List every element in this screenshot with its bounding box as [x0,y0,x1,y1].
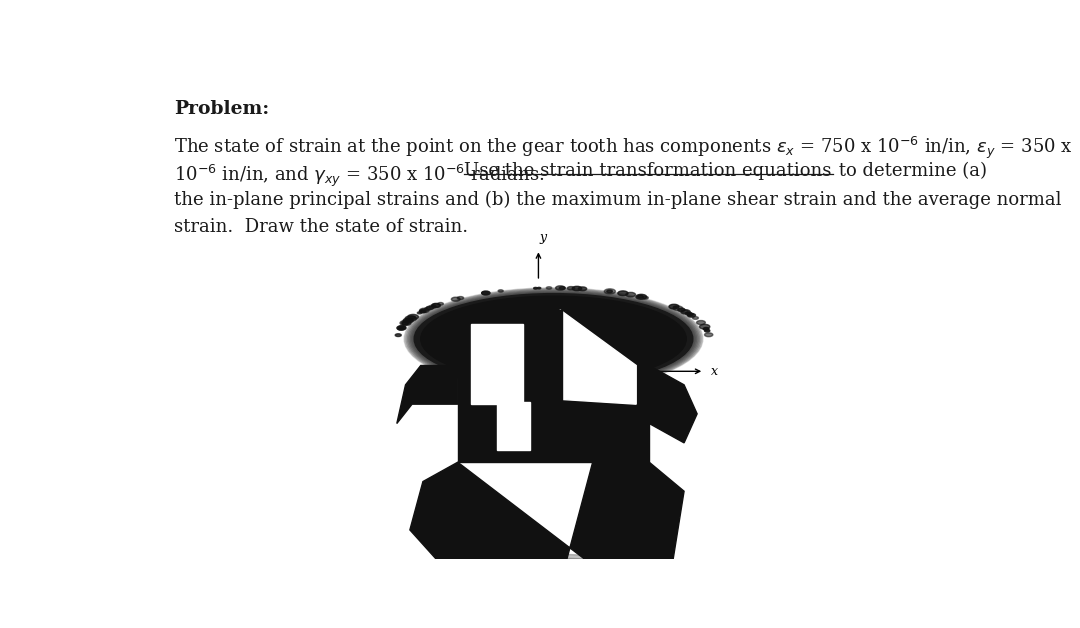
Ellipse shape [650,298,661,303]
Ellipse shape [672,305,681,310]
Ellipse shape [531,286,539,290]
Ellipse shape [394,336,401,339]
Ellipse shape [645,297,649,300]
Ellipse shape [408,290,699,387]
Ellipse shape [662,302,667,305]
Ellipse shape [410,316,416,318]
Bar [458,365,649,462]
Ellipse shape [440,301,446,305]
Ellipse shape [394,336,402,340]
Ellipse shape [442,302,446,303]
Text: The state of strain at the point on the gear tooth has components $\varepsilon_x: The state of strain at the point on the … [174,134,1072,161]
Ellipse shape [421,310,426,312]
Ellipse shape [689,314,697,318]
Ellipse shape [397,327,405,330]
Ellipse shape [652,299,663,303]
Ellipse shape [672,306,676,308]
Ellipse shape [639,295,650,300]
Ellipse shape [421,562,652,581]
Ellipse shape [555,286,566,291]
Ellipse shape [703,332,715,338]
Text: to determine (a): to determine (a) [833,163,987,180]
Ellipse shape [666,303,672,306]
Polygon shape [561,310,636,404]
Ellipse shape [525,288,528,290]
Ellipse shape [407,290,700,388]
Bar [471,325,523,404]
Ellipse shape [704,331,711,333]
Text: x: x [711,365,718,378]
Ellipse shape [704,329,710,332]
Ellipse shape [469,294,475,297]
Ellipse shape [502,290,507,291]
Ellipse shape [467,294,474,298]
Ellipse shape [424,558,649,577]
Ellipse shape [402,324,406,326]
Ellipse shape [494,289,503,293]
Polygon shape [410,462,684,568]
Ellipse shape [627,293,633,296]
Ellipse shape [578,286,588,291]
Ellipse shape [704,330,712,333]
Ellipse shape [428,554,646,573]
Ellipse shape [411,292,696,386]
Bar [497,402,529,450]
Ellipse shape [397,328,404,331]
Ellipse shape [397,332,401,333]
Ellipse shape [565,286,572,290]
Ellipse shape [585,288,593,291]
Ellipse shape [647,297,654,301]
Ellipse shape [659,301,665,304]
Ellipse shape [394,330,404,335]
Text: strain.  Draw the state of strain.: strain. Draw the state of strain. [174,218,469,236]
Ellipse shape [433,302,444,307]
Ellipse shape [397,332,401,334]
Ellipse shape [460,295,469,299]
Text: 10$^{-6}$ in/in, and $\gamma_{xy}$ = 350 x 10$^{-6}$ radians.: 10$^{-6}$ in/in, and $\gamma_{xy}$ = 350… [174,163,552,188]
Ellipse shape [703,327,707,328]
Ellipse shape [704,331,712,335]
Ellipse shape [410,291,697,387]
Text: the in-plane principal strains and (b) the maximum in-plane shear strain and the: the in-plane principal strains and (b) t… [174,190,1062,208]
Polygon shape [649,365,697,443]
Ellipse shape [413,293,694,385]
Ellipse shape [415,294,692,384]
Ellipse shape [484,291,491,295]
Ellipse shape [415,570,659,589]
Ellipse shape [396,333,401,335]
Ellipse shape [660,301,664,303]
Ellipse shape [705,330,710,332]
Ellipse shape [674,306,681,310]
Ellipse shape [460,296,465,299]
Text: Use the strain transformation equations: Use the strain transformation equations [464,163,832,180]
Ellipse shape [582,287,591,291]
Ellipse shape [406,289,701,389]
Ellipse shape [602,290,606,292]
Ellipse shape [395,330,403,334]
Polygon shape [396,365,458,423]
Bar [531,310,563,460]
Ellipse shape [418,566,656,585]
Ellipse shape [421,296,686,382]
Ellipse shape [415,313,420,315]
Ellipse shape [589,288,592,290]
Ellipse shape [570,287,576,290]
Ellipse shape [640,296,650,300]
Ellipse shape [427,305,436,310]
Text: y: y [539,230,546,244]
Text: Problem:: Problem: [174,99,270,117]
Ellipse shape [571,286,580,290]
Ellipse shape [404,288,703,390]
Ellipse shape [470,295,473,296]
Ellipse shape [411,573,662,593]
Ellipse shape [491,289,502,294]
Ellipse shape [660,301,671,306]
